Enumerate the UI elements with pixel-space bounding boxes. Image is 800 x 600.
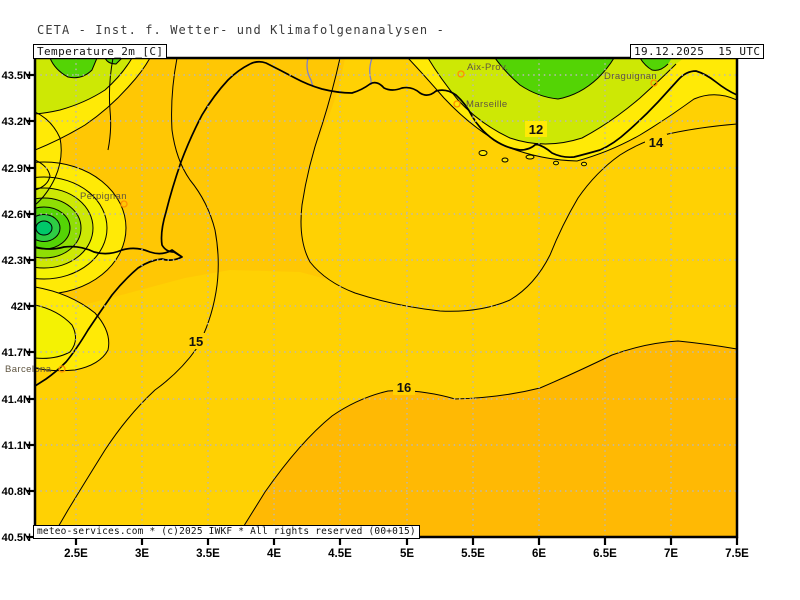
city-marker-aix — [457, 70, 465, 78]
lon-axis-labels: 2.5E 3E 3.5E 4E 4.5E 5E 5.5E 6E 6.5E 7E … — [64, 548, 749, 560]
contour-14 — [300, 58, 737, 312]
lat-tick-label: 42N — [11, 301, 31, 313]
lon-tick-label: 2.5E — [64, 548, 88, 560]
fill-orange-se — [237, 341, 737, 537]
map-fill-layers: 12 14 15 16 — [35, 58, 737, 537]
city-label-barcelona: Barcelona — [5, 364, 52, 375]
islands — [478, 150, 587, 167]
lat-tick-label: 41.4N — [2, 394, 31, 406]
credit-line: meteo-services.com * (c)2025 IWKF * All … — [33, 525, 420, 539]
lon-tick-label: 6E — [532, 548, 546, 560]
lat-tick-label: 40.5N — [2, 532, 31, 544]
city-label-draguignan: Draguignan — [604, 71, 657, 82]
lat-tick-label: 41.1N — [2, 440, 31, 452]
contour-label-12: 12 — [529, 122, 543, 137]
fill-yellowgreen-coast — [428, 58, 684, 144]
lon-tick-label: 5E — [400, 548, 414, 560]
gridlines — [35, 58, 737, 537]
city-marker-draguignan — [650, 79, 658, 87]
fill-yellowgreen-nw — [35, 58, 132, 114]
lat-tick-label: 42.3N — [2, 255, 31, 267]
lon-tick-label: 6.5E — [593, 548, 617, 560]
city-label-aix: Aix-Prov. — [467, 62, 508, 73]
lat-tick-label: 40.8N — [2, 486, 31, 498]
city-labels: Aix-Prov. Marseille Draguignan Perpignan… — [5, 62, 657, 375]
city-marker-marseille — [453, 100, 461, 108]
lon-tick-label: 7.5E — [725, 548, 749, 560]
map-datetime: 19.12.2025 15 UTC — [630, 44, 765, 59]
map-title: Temperature_2m_[C] — [33, 44, 168, 59]
lat-tick-label: 41.7N — [2, 347, 31, 359]
coastlines — [35, 60, 737, 387]
contour-value-labels: 12 14 15 16 — [185, 121, 667, 395]
lon-tick-label: 5.5E — [461, 548, 485, 560]
coast-south-france — [249, 60, 737, 159]
lon-tick-label: 7E — [664, 548, 678, 560]
lat-tick-label: 42.6N — [2, 209, 31, 221]
fill-green-aix — [495, 58, 614, 99]
axis-ticks — [27, 73, 739, 545]
bullseye-ring-7 — [35, 220, 53, 236]
lon-tick-label: 3.5E — [196, 548, 220, 560]
lon-tick-label: 4E — [267, 548, 281, 560]
lat-axis-labels: 43.5N 43.2N 42.9N 42.6N 42.3N 42N 41.7N … — [2, 70, 31, 544]
city-marker-perpignan — [120, 200, 128, 208]
lon-tick-label: 4.5E — [328, 548, 352, 560]
contour-16 — [236, 340, 737, 537]
rivers — [306, 58, 373, 88]
lat-tick-label: 43.2N — [2, 116, 31, 128]
agency-line: CETA - Inst. f. Wetter- und Klimafolgena… — [37, 23, 445, 37]
border-pyrenees — [35, 245, 183, 258]
lon-tick-label: 3E — [135, 548, 149, 560]
city-label-perpignan: Perpignan — [80, 191, 127, 202]
contour-label-16: 16 — [397, 380, 411, 395]
lat-tick-label: 43.5N — [2, 70, 31, 82]
contour-label-15: 15 — [189, 334, 203, 349]
city-markers — [58, 70, 658, 373]
lat-tick-label: 42.9N — [2, 163, 31, 175]
city-marker-barcelona — [58, 365, 66, 373]
contour-label-14: 14 — [649, 135, 664, 150]
fill-paleyellow-barcelona — [35, 305, 76, 359]
city-label-marseille: Marseille — [466, 99, 508, 110]
